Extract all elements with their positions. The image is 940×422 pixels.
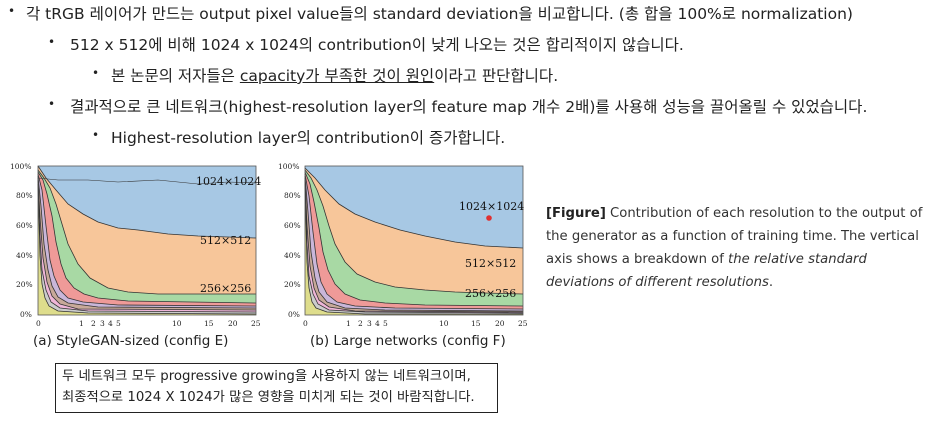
stacked-area-chart-right: 1024×1024 512×512 256×256 100% 80% 60% 4… (278, 162, 528, 328)
stacked-area-chart-left: 1024×1024 512×512 256×256 100% 80% 60% 4… (10, 162, 261, 328)
y-tick: 0% (20, 310, 32, 319)
y-tick: 40% (284, 251, 301, 260)
bullet-dot: • (8, 4, 16, 18)
x-tick: 25 (518, 319, 528, 328)
bullet-dot: • (92, 66, 100, 80)
highlight-marker (486, 215, 492, 221)
label-256: 256×256 (200, 282, 251, 295)
x-tick: 1 (346, 319, 351, 328)
underlined-cause-text: capacity가 부족한 것이 원인 (239, 67, 435, 85)
bullet-dot: • (92, 128, 100, 142)
region-32 (38, 176, 256, 315)
figure-caption-text: Contribution of each resolution to the o… (546, 206, 923, 267)
x-tick: 10 (172, 319, 182, 328)
y-tick: 0% (288, 310, 300, 319)
region-64 (305, 174, 523, 315)
label-512: 512×512 (200, 234, 251, 247)
label-1024: 1024×1024 (459, 200, 524, 213)
x-tick: 10 (439, 319, 449, 328)
chart-stylegan-sized: 1024×1024 512×512 256×256 100% 80% 60% 4… (6, 160, 266, 332)
y-tick: 40% (16, 251, 33, 260)
bullet-dot: • (48, 97, 56, 111)
x-tick: 0 (303, 319, 308, 328)
bullet-text-4: 결과적으로 큰 네트워크(highest-resolution layer의 f… (70, 98, 868, 116)
note-line-1: 두 네트워크 모두 progressive growing을 사용하지 않는 네… (62, 369, 471, 384)
x-tick: 20 (228, 319, 238, 328)
x-tick: 5 (383, 319, 388, 328)
y-tick: 80% (284, 191, 301, 200)
x-tick: 25 (251, 319, 261, 328)
x-tick: 4 (375, 319, 380, 328)
x-tick: 3 (100, 319, 105, 328)
bullet-text-3-post: 이라고 판단합니다. (434, 67, 559, 85)
x-tick: 2 (358, 319, 363, 328)
figure-caption: [Figure] Contribution of each resolution… (546, 202, 931, 294)
x-tick: 3 (367, 319, 372, 328)
x-tick: 15 (204, 319, 214, 328)
x-tick: 1 (79, 319, 84, 328)
y-tick: 80% (16, 191, 33, 200)
y-tick: 60% (284, 221, 301, 230)
caption-right: (b) Large networks (config F) (310, 333, 506, 349)
bullet-text-1: 각 tRGB 레이어가 만드는 output pixel value들의 sta… (26, 5, 853, 23)
x-tick: 2 (91, 319, 96, 328)
x-tick: 5 (116, 319, 121, 328)
label-512: 512×512 (465, 257, 516, 270)
x-tick: 15 (471, 319, 481, 328)
figure-caption-prefix: [Figure] (546, 206, 606, 221)
note-line-2: 최종적으로 1024 X 1024가 많은 영향을 미치게 되는 것이 바람직합… (62, 390, 475, 405)
y-tick: 100% (10, 162, 31, 171)
note-box: 두 네트워크 모두 progressive growing을 사용하지 않는 네… (55, 363, 498, 413)
chart-large-networks: 1024×1024 512×512 256×256 100% 80% 60% 4… (278, 160, 538, 332)
bullet-text-2: 512 x 512에 비해 1024 x 1024의 contribution이… (70, 36, 684, 54)
figure-caption-italic: the relative standard deviations of diff… (546, 252, 867, 290)
label-256: 256×256 (465, 287, 516, 300)
y-tick: 60% (16, 221, 33, 230)
bullet-text-5: Highest-resolution layer의 contribution이 … (111, 129, 506, 147)
label-1024: 1024×1024 (196, 175, 261, 188)
bullet-text-3-pre: 본 논문의 저자들은 (111, 67, 240, 85)
caption-left: (a) StyleGAN-sized (config E) (33, 333, 229, 349)
y-tick: 20% (284, 280, 301, 289)
x-tick: 4 (108, 319, 113, 328)
bullet-dot: • (48, 35, 56, 49)
y-tick: 100% (278, 162, 299, 171)
region-512 (38, 166, 256, 315)
bullet-text-3: 본 논문의 저자들은 capacity가 부족한 것이 원인이라고 판단합니다. (111, 66, 558, 86)
y-tick: 20% (16, 280, 33, 289)
x-tick: 0 (36, 319, 41, 328)
x-tick: 20 (495, 319, 505, 328)
figure-caption-end: . (768, 275, 774, 290)
region-256 (305, 170, 523, 315)
